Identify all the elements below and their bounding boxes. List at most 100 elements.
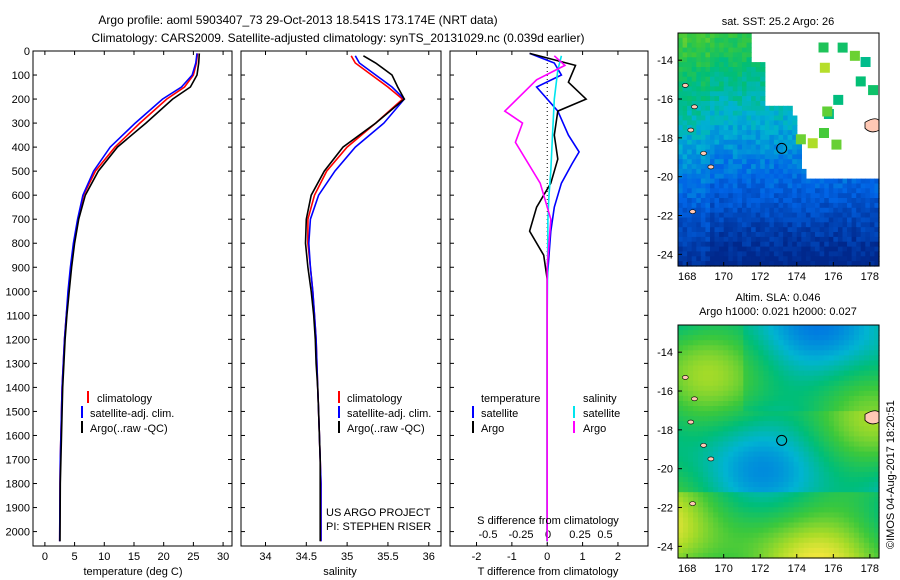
depth-tick-label: 600 [12,190,30,202]
map-cell [683,446,689,453]
map-cell [858,542,865,549]
map-cell [803,477,810,483]
map-cell [733,390,739,397]
map-cell [838,502,845,508]
map-cell [768,512,775,519]
map-cell [696,232,702,238]
map-cell [728,471,734,478]
map-cell [760,159,766,165]
map-cell [698,340,704,346]
map-cell [869,330,875,336]
map-cell [788,325,795,331]
map-cell [863,380,870,387]
map-cell [705,198,711,204]
map-cell [851,217,857,223]
map-cell [803,325,810,331]
map-cell [723,330,729,336]
map-cell [856,217,862,223]
map-cell [783,178,789,185]
map-cell [783,441,790,448]
map-cell [787,178,793,185]
map-cell [778,355,785,362]
map-cell [783,110,789,117]
map-cell [773,370,780,377]
map-cell [768,436,775,443]
map-cell [856,236,862,243]
map-cell [723,517,729,524]
map-cell [763,492,769,498]
map-cell [728,385,734,392]
map-cell [863,395,870,402]
map-cell [805,227,812,233]
map-cell [783,159,789,165]
map-cell [719,139,725,146]
map-cell [833,436,840,443]
map-cell [792,168,798,175]
map-cell [858,385,865,392]
map-cell [743,340,749,346]
map-cell [738,466,744,473]
map-cell [833,261,839,267]
map-cell [823,451,830,458]
map-cell [710,241,716,248]
map-cell [869,365,875,372]
map-cell [874,222,880,228]
map-cell [703,492,709,498]
map-cell [732,125,738,131]
map-cell [743,365,749,372]
map-cell [678,421,684,427]
map-cell [714,139,720,146]
map-cell [713,426,719,432]
map-cell [828,502,835,508]
map-cell [691,71,697,78]
map-cell [738,502,744,508]
map-cell [819,236,825,243]
map-cell [746,207,752,214]
map-cell [691,52,697,58]
map-cell [758,547,764,554]
map-cell [728,207,734,214]
map-cell [803,492,810,498]
map-cell [853,517,860,524]
map-cell [769,168,775,175]
map-cell [678,416,684,422]
map-cell [723,431,729,438]
map-cell [810,236,816,243]
map-cell [823,436,830,443]
map-cell [703,375,709,382]
map-cell [851,183,857,189]
map-cell [733,355,739,362]
map-cell [728,395,734,402]
map-cell [815,256,821,262]
map-cell [869,401,875,407]
map-cell [732,120,738,126]
map-cell [793,390,800,397]
map-cell [678,451,684,458]
map-cell [833,365,840,372]
map-cell [688,365,694,372]
map-cell [837,212,844,219]
map-cell [815,227,821,233]
map-cell [688,461,694,468]
map-cell [813,385,820,392]
map-cell [768,532,775,539]
map-cell [758,492,764,498]
map-cell [801,227,807,233]
map-cell [792,188,798,194]
map-cell [860,232,866,238]
map-cell [768,340,775,346]
map-cell [743,502,749,508]
map-cell [728,227,734,233]
map-cell [732,236,738,243]
map-cell [768,335,775,341]
map-cell [768,375,775,382]
map-cell [760,139,766,146]
map-cell [746,164,752,170]
map-cell [842,183,848,189]
map-cell [688,436,694,443]
map-cell [746,178,752,185]
depth-tick-label: 200 [12,94,30,106]
map-cell [723,350,729,356]
map-cell [714,57,720,63]
map-cell [678,380,684,387]
